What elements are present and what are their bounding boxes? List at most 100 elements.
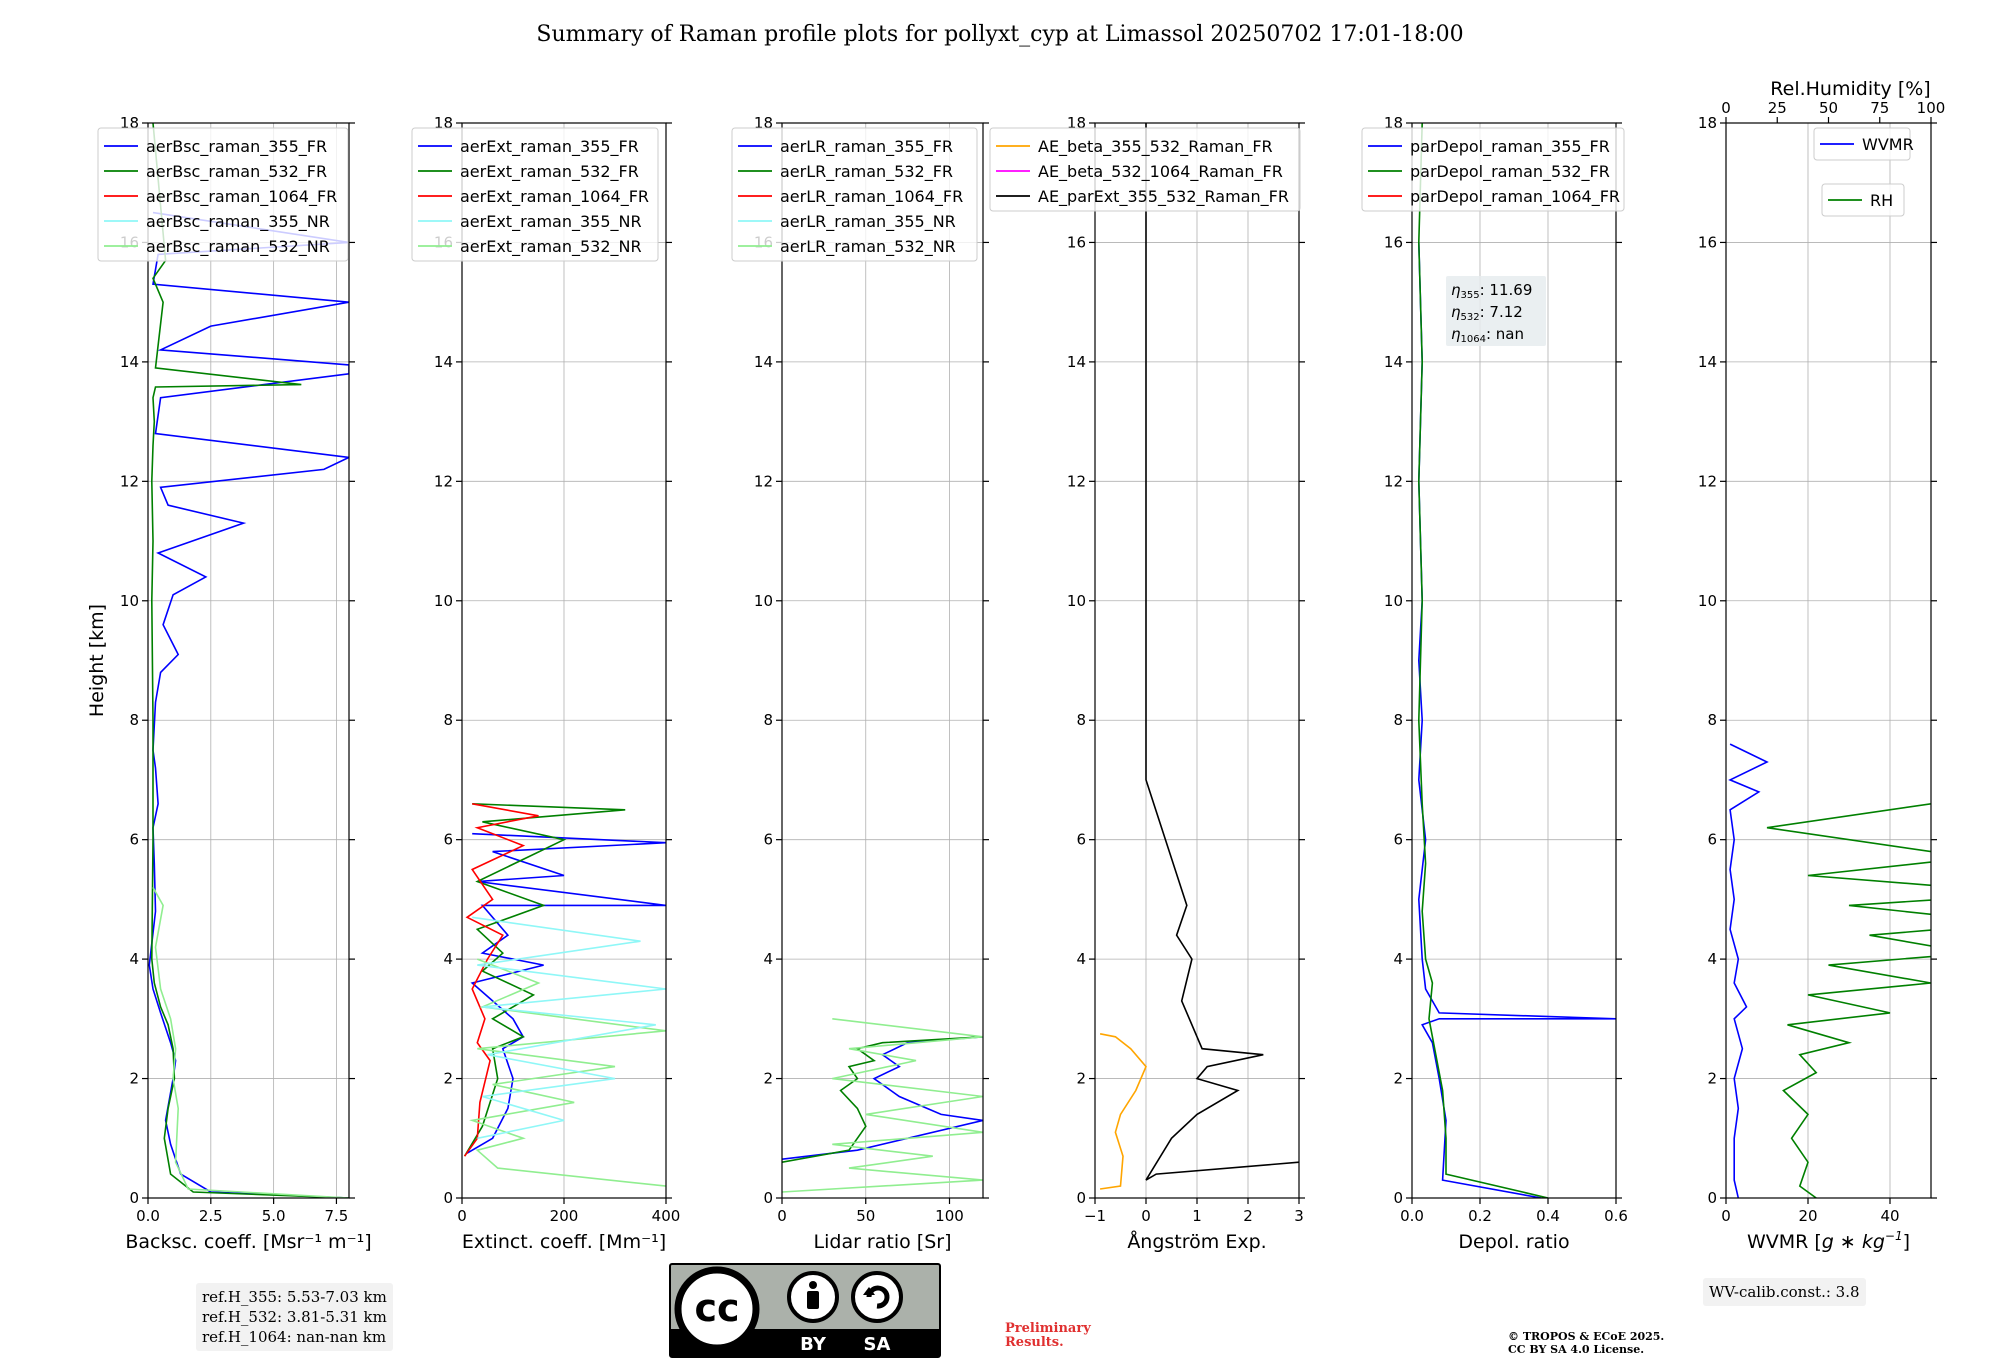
y-axis-label: Height [km]: [86, 604, 108, 717]
cc-by-sa-badge: cc BY SA: [669, 1263, 941, 1358]
legend-box-rh: [1821, 183, 1905, 217]
x-tick-label: 0.2: [1468, 1207, 1492, 1225]
legend-label: AE_parExt_355_532_Raman_FR: [1038, 187, 1289, 207]
series-line-RH: [1766, 803, 1931, 1198]
x-axis-label: Backsc. coeff. [Msr⁻¹ m⁻¹]: [125, 1231, 371, 1253]
series-line-WVMR: [1728, 743, 1769, 1198]
figure-title: Summary of Raman profile plots for polly…: [536, 22, 1464, 47]
y-tick-label: 6: [763, 831, 773, 849]
x-tick-label: 0.4: [1536, 1207, 1560, 1225]
eta-532-annotation: η532: 7.12: [1451, 303, 1523, 323]
wv-calib-const: WV-calib.const.: 3.8: [1709, 1283, 1860, 1301]
x-axis-label: WVMR [g ∗ kg−1]: [1747, 1229, 1910, 1253]
x-tick-label: −1: [1084, 1207, 1106, 1225]
eta-1064-annotation: η1064: nan: [1451, 325, 1524, 345]
series-line-aerExt_raman_355_NR: [472, 916, 666, 1140]
legend-label: aerLR_raman_532_FR: [780, 162, 953, 182]
y-tick-label: 12: [120, 472, 139, 490]
y-tick-label: 8: [1393, 711, 1403, 729]
y-tick-label: 16: [1698, 233, 1717, 251]
results-line: Results.: [1005, 1335, 1064, 1350]
y-tick-label: 10: [434, 592, 453, 610]
legend-label: AE_beta_532_1064_Raman_FR: [1038, 162, 1283, 182]
y-tick-label: 12: [1698, 472, 1717, 490]
legend-label: parDepol_raman_532_FR: [1410, 162, 1610, 182]
y-tick-label: 16: [1384, 233, 1403, 251]
y-tick-label: 14: [754, 353, 773, 371]
cc-circle-icon: [674, 1266, 760, 1352]
copyright-line: © TROPOS & ECoE 2025.: [1508, 1330, 1665, 1343]
series-line-aerExt_raman_532_NR: [469, 958, 666, 1187]
copyright-note: © TROPOS & ECoE 2025. CC BY SA 4.0 Licen…: [1508, 1330, 1664, 1356]
legend-label: aerLR_raman_355_FR: [780, 137, 953, 157]
y-tick-label: 10: [1384, 592, 1403, 610]
series-line-AE_parExt_355_532_Raman_FR: [1145, 123, 1299, 1181]
x-axis-label: Lidar ratio [Sr]: [814, 1231, 952, 1253]
x-tick-label: 20: [1798, 1207, 1817, 1225]
top-x-tick-label: 100: [1917, 99, 1946, 117]
y-tick-label: 4: [1076, 950, 1086, 968]
y-tick-label: 0: [1393, 1189, 1403, 1207]
x-tick-label: 7.5: [325, 1207, 349, 1225]
ref-h-355: ref.H_355: 5.53-7.03 km: [202, 1288, 387, 1306]
y-tick-label: 14: [1384, 353, 1403, 371]
top-x-tick-label: 50: [1819, 99, 1838, 117]
y-tick-label: 2: [1393, 1070, 1403, 1088]
x-tick-label: 200: [550, 1207, 579, 1225]
x-tick-label: 0: [1721, 1207, 1731, 1225]
series-line-parDepol_raman_532_FR: [1417, 123, 1549, 1198]
x-tick-label: 400: [652, 1207, 681, 1225]
x-tick-label: 5.0: [262, 1207, 286, 1225]
y-tick-label: 2: [443, 1070, 453, 1088]
y-tick-label: 10: [120, 592, 139, 610]
preliminary-line: Preliminary: [1005, 1321, 1091, 1336]
sa-share-icon: [851, 1271, 903, 1323]
eta-annotation-box: [1446, 276, 1546, 346]
reference-height-box: ref.H_355: 5.53-7.03 km ref.H_532: 3.81-…: [196, 1283, 393, 1351]
y-tick-label: 4: [443, 950, 453, 968]
y-tick-label: 16: [1067, 233, 1086, 251]
y-tick-label: 0: [129, 1189, 139, 1207]
x-tick-label: 1: [1192, 1207, 1202, 1225]
y-tick-label: 4: [1393, 950, 1403, 968]
y-tick-label: 4: [1707, 950, 1717, 968]
y-tick-label: 10: [1698, 592, 1717, 610]
series-line-aerExt_raman_355_FR: [466, 832, 666, 1154]
legend-label: aerBsc_raman_532_FR: [146, 162, 327, 182]
x-tick-label: 0.0: [136, 1207, 160, 1225]
cc-letters: cc: [694, 1286, 739, 1330]
y-tick-label: 6: [1707, 831, 1717, 849]
x-tick-label: 0: [1141, 1207, 1151, 1225]
x-tick-label: 50: [856, 1207, 875, 1225]
y-tick-label: 2: [1707, 1070, 1717, 1088]
y-tick-label: 12: [1067, 472, 1086, 490]
y-tick-label: 8: [443, 711, 453, 729]
x-tick-label: 2.5: [199, 1207, 223, 1225]
series-line-aerBsc_raman_532_NR: [152, 887, 349, 1198]
legend-label: aerExt_raman_532_NR: [460, 237, 642, 257]
sa-label: SA: [864, 1334, 891, 1355]
panel-extinction: 0246810121416180200400Extinct. coeff. [M…: [411, 114, 681, 1253]
legend-label: aerBsc_raman_532_NR: [146, 237, 330, 257]
wv-calibration-box: WV-calib.const.: 3.8: [1703, 1278, 1866, 1306]
legend-label: aerExt_raman_355_FR: [460, 137, 639, 157]
legend-label: aerExt_raman_532_FR: [460, 162, 639, 182]
x-axis-label: Depol. ratio: [1458, 1231, 1569, 1253]
legend-label: aerExt_raman_1064_FR: [460, 187, 649, 207]
x-tick-label: 0.0: [1400, 1207, 1424, 1225]
y-tick-label: 12: [754, 472, 773, 490]
y-tick-label: 4: [129, 950, 139, 968]
y-tick-label: 6: [1393, 831, 1403, 849]
y-tick-label: 8: [763, 711, 773, 729]
y-tick-label: 12: [1384, 472, 1403, 490]
y-tick-label: 0: [443, 1189, 453, 1207]
legend-label: RH: [1870, 191, 1893, 210]
y-tick-label: 12: [434, 472, 453, 490]
y-tick-label: 0: [763, 1189, 773, 1207]
x-tick-label: 2: [1243, 1207, 1253, 1225]
y-tick-label: 2: [763, 1070, 773, 1088]
